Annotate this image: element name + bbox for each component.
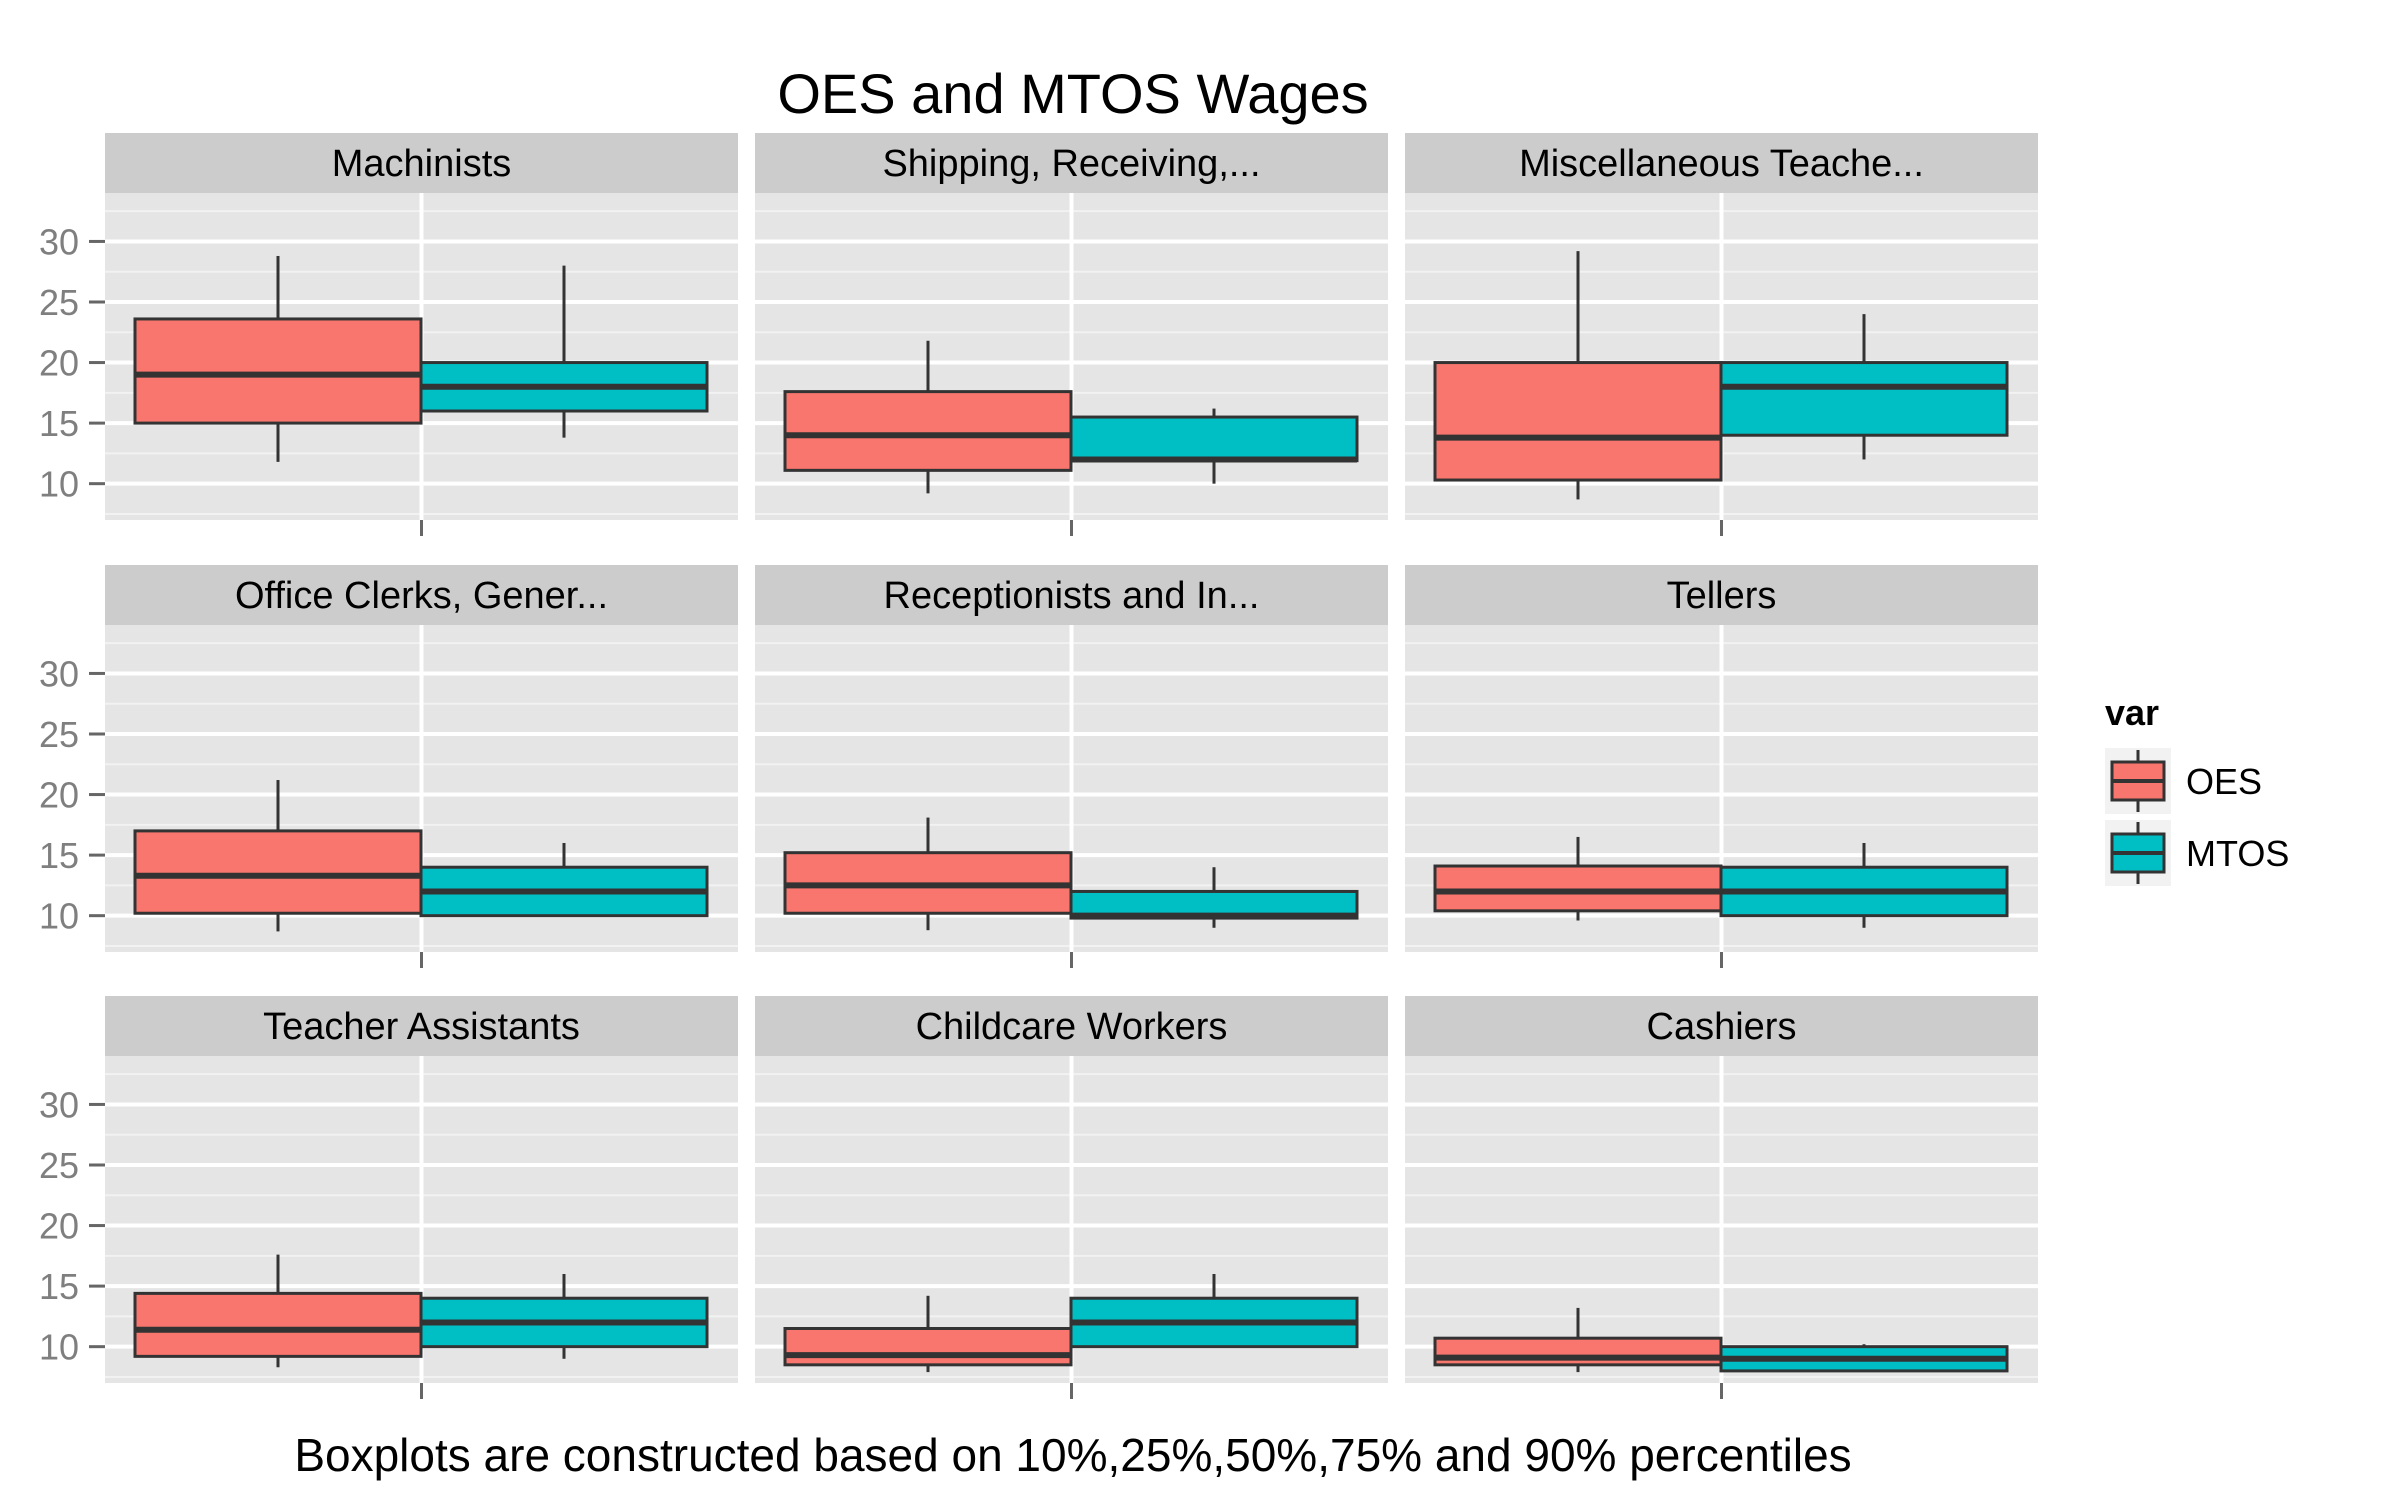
facet-label: Cashiers — [1647, 1006, 1797, 1048]
box-mtos — [419, 1274, 709, 1359]
facet-panel: Office Clerks, Gener... 10 15 20 25 30 — [39, 565, 738, 968]
facet-label: Office Clerks, Gener... — [235, 575, 608, 617]
y-tick-label: 20 — [39, 343, 79, 384]
box-oes — [133, 780, 423, 932]
box-iqr — [1433, 361, 1723, 482]
facet-strip — [755, 565, 1388, 625]
y-tick-label: 30 — [39, 653, 79, 694]
box-oes — [133, 255, 423, 462]
y-tick-label: 25 — [39, 714, 79, 755]
facet-strip — [1405, 996, 2038, 1056]
facet-label: Tellers — [1667, 575, 1777, 617]
facet-panel: Machinists 10 15 20 25 30 — [39, 133, 738, 536]
box-mtos — [1069, 867, 1359, 928]
facet-strip — [755, 133, 1388, 193]
facet-strip — [105, 565, 738, 625]
box-iqr — [1433, 1336, 1723, 1367]
facet-label: Teacher Assistants — [263, 1006, 580, 1048]
facet-strip — [105, 133, 738, 193]
legend-item-oes: OES — [2105, 748, 2262, 814]
facet-strip — [1405, 133, 2038, 193]
box-mtos — [1719, 1344, 2009, 1373]
y-tick-label: 10 — [39, 464, 79, 505]
box-iqr — [133, 317, 423, 425]
y-tick-label: 30 — [39, 221, 79, 262]
box-iqr — [1719, 361, 2009, 437]
facet-label: Receptionists and In... — [884, 575, 1260, 617]
y-tick-label: 30 — [39, 1084, 79, 1125]
facet-strip — [105, 996, 738, 1056]
box-oes — [133, 1254, 423, 1368]
facet-panel: Cashiers — [1405, 996, 2038, 1399]
box-iqr — [133, 829, 423, 915]
legend-item-mtos: MTOS — [2105, 820, 2289, 886]
legend-title: var — [2105, 692, 2159, 733]
box-mtos — [419, 843, 709, 918]
facet-strip — [755, 996, 1388, 1056]
chart-title: OES and MTOS Wages — [777, 62, 1368, 125]
box-oes — [1433, 251, 1723, 500]
box-iqr — [133, 1291, 423, 1358]
y-tick-label: 10 — [39, 1327, 79, 1368]
y-tick-label: 20 — [39, 775, 79, 816]
box-mtos — [1719, 314, 2009, 460]
facet-label: Childcare Workers — [916, 1006, 1228, 1048]
box-mtos — [1069, 1274, 1359, 1349]
legend: var OES MTOS — [2105, 692, 2289, 886]
facet-panels: Machinists 10 15 20 25 30 Shipping, Receiving,… — [39, 133, 2038, 1399]
y-tick-label: 25 — [39, 282, 79, 323]
y-tick-label: 20 — [39, 1206, 79, 1247]
box-mtos — [419, 265, 709, 438]
facet-label: Miscellaneous Teache... — [1519, 143, 1924, 185]
box-iqr — [783, 390, 1073, 472]
facet-panel: Tellers — [1405, 565, 2038, 968]
facet-panel: Miscellaneous Teache... — [1405, 133, 2038, 536]
y-tick-label: 25 — [39, 1145, 79, 1186]
facet-panel: Shipping, Receiving,... — [755, 133, 1388, 536]
box-iqr — [1069, 415, 1359, 463]
facet-label: Machinists — [332, 143, 512, 185]
facet-panel: Receptionists and In... — [755, 565, 1388, 968]
y-tick-label: 15 — [39, 1266, 79, 1307]
y-tick-label: 15 — [39, 403, 79, 444]
box-mtos — [1069, 408, 1359, 484]
chart-caption: Boxplots are constructed based on 10%,25… — [294, 1429, 1851, 1481]
box-mtos — [1719, 843, 2009, 928]
y-tick-label: 15 — [39, 835, 79, 876]
facet-panel: Teacher Assistants 10 15 20 25 30 — [39, 996, 738, 1399]
box-oes — [783, 340, 1073, 494]
legend-label: MTOS — [2186, 833, 2289, 874]
facet-strip — [1405, 565, 2038, 625]
box-iqr — [1433, 864, 1723, 913]
facet-panel: Childcare Workers — [755, 996, 1388, 1399]
box-oes — [1433, 836, 1723, 921]
facet-label: Shipping, Receiving,... — [882, 143, 1260, 185]
box-iqr — [783, 1327, 1073, 1367]
y-tick-label: 10 — [39, 896, 79, 937]
legend-label: OES — [2186, 761, 2262, 802]
box-oes — [783, 1295, 1073, 1373]
box-oes — [783, 817, 1073, 931]
